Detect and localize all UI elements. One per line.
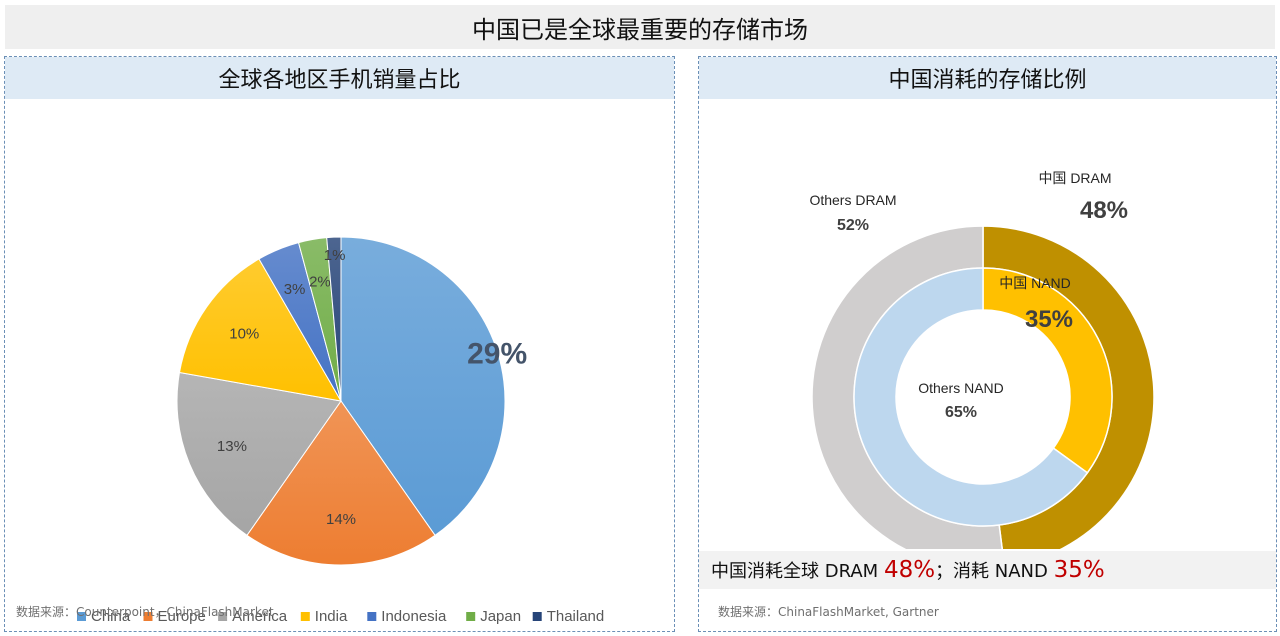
pie-label-china: 29% bbox=[467, 338, 527, 371]
inner-ring-slice-others bbox=[853, 267, 1089, 527]
right-source-note: 数据来源：ChinaFlashMarket, Gartner bbox=[718, 605, 939, 619]
legend-swatch-indonesia bbox=[367, 612, 377, 621]
inner-ring-value-china: 35% bbox=[1025, 306, 1073, 333]
pie-label-indonesia: 3% bbox=[284, 281, 306, 298]
inner-ring-label-china: 中国 NAND bbox=[999, 275, 1071, 291]
pie-label-japan: 2% bbox=[309, 273, 331, 290]
phone-sales-title: 全球各地区手机销量占比 bbox=[5, 57, 674, 99]
legend-swatch-america bbox=[218, 612, 228, 621]
legend-label-thailand: Thailand bbox=[547, 608, 605, 625]
inner-ring-label-others: Others NAND bbox=[918, 380, 1004, 396]
pie-slice-china bbox=[340, 236, 506, 537]
pie-slice-thailand bbox=[326, 236, 342, 402]
china-storage-panel: 中国消耗的存储比例 中国 DRAM 48% Others DRAM 52% 中国 NAN… bbox=[698, 56, 1277, 632]
page-title: 中国已是全球最重要的存储市场 bbox=[5, 5, 1275, 49]
legend-label-indonesia: Indonesia bbox=[381, 608, 447, 625]
outer-ring-value-china: 48% bbox=[1080, 197, 1128, 224]
inner-ring-slice-china bbox=[982, 267, 1113, 474]
left-source-note: 数据来源：Counterpoint，ChinaFlashMarket bbox=[16, 605, 274, 619]
inner-ring-value-others: 65% bbox=[945, 404, 977, 421]
summary-text-dram: 中国消耗全球 DRAM bbox=[711, 561, 884, 582]
china-storage-title: 中国消耗的存储比例 bbox=[699, 57, 1276, 99]
storage-donut-chart: 中国 DRAM 48% Others DRAM 52% 中国 NAND 35% Others… bbox=[809, 170, 1155, 549]
legend-swatch-japan bbox=[466, 612, 476, 621]
legend-swatch-india bbox=[300, 612, 310, 621]
legend-label-japan: Japan bbox=[480, 608, 521, 625]
pie-label-america: 13% bbox=[217, 438, 247, 455]
phone-sales-panel: 全球各地区手机销量占比 29% 14% 13% 10% 3% 2% 1% China Europ… bbox=[4, 56, 675, 632]
pie-label-europe: 14% bbox=[326, 511, 356, 528]
outer-ring-label-china: 中国 DRAM bbox=[1038, 170, 1111, 186]
legend-label-china: China bbox=[91, 608, 131, 625]
summary-text-nand: ；消耗 NAND bbox=[935, 561, 1054, 582]
outer-ring-value-others: 52% bbox=[837, 217, 869, 234]
pie-slice-india bbox=[178, 258, 342, 402]
legend-label-europe: Europe bbox=[158, 608, 206, 625]
legend-swatch-china bbox=[77, 612, 86, 621]
pie-slice-america bbox=[176, 371, 342, 537]
legend-label-india: India bbox=[315, 608, 348, 625]
summary-value-dram: 48% bbox=[883, 557, 936, 583]
outer-ring-label-others: Others DRAM bbox=[809, 192, 896, 208]
pie-slice-europe bbox=[246, 400, 436, 566]
pie-label-india: 10% bbox=[229, 325, 259, 342]
pie-label-thailand: 1% bbox=[324, 247, 346, 264]
legend-swatch-europe bbox=[143, 612, 153, 621]
legend-label-america: America bbox=[232, 608, 288, 625]
legend-swatch-thailand bbox=[532, 612, 542, 621]
summary-value-nand: 35% bbox=[1053, 557, 1105, 583]
phone-sales-pie-chart: 29% 14% 13% 10% 3% 2% 1% China Europe America Indi… bbox=[77, 236, 605, 625]
storage-summary: 中国消耗全球 DRAM 48% ；消耗 NAND 35% bbox=[699, 551, 1276, 589]
